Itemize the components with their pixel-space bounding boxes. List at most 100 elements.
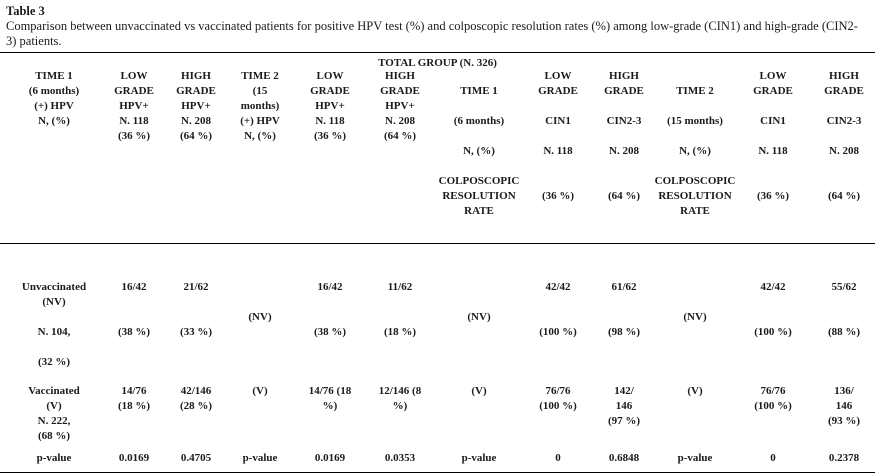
unvaccinated-cell-line: (NV) [248,311,272,323]
header-cell-line: COLPOSCOPIC [438,175,520,187]
total-group-spanning-header: TOTAL GROUP (N. 326) [378,57,497,69]
unvaccinated-cell-col-1: Unvaccinated (NV) N. 104, (32 %) [6,280,102,370]
unvaccinated-cell-col-11: 42/42 (100 %) [734,280,812,370]
header-cell-line: N. 118 [315,115,345,127]
vaccinated-cell-col-10: (V) [656,384,734,444]
unvaccinated-cell-line: Unvaccinated [21,281,87,293]
header-cell-col-10: TIME 2 (15 months) N, (%) COLPOSCOPIC RESOLU… [654,69,736,219]
p-value-cell-line: p-value [36,452,72,464]
p-value-cell-col-12: 0.2378 [812,451,875,466]
vaccinated-cell-line: (100 %) [539,400,577,412]
header-cell-line: COLPOSCOPIC [654,175,736,187]
header-cell-col-9: HIGH GRADE CIN2-3 N. 208 (64 %) [592,69,656,219]
unvaccinated-cell-line: 61/62 [611,281,637,293]
header-cell-line: GRADE [380,85,420,97]
p-value-cell-line: 0.2378 [828,452,860,464]
header-cell-col-5: LOW GRADE HPV+ N. 118 (36 %) [294,69,366,219]
table-number-label: Table 3 [6,4,45,18]
header-cell-line: TIME 2 [241,70,279,82]
unvaccinated-cell-col-7: (NV) [434,280,524,370]
unvaccinated-cell-line: 55/62 [831,281,857,293]
p-value-cell-line: p-value [242,452,278,464]
header-cell-line: LOW [544,70,572,82]
vaccinated-cell-col-3: 42/146 (28 %) [166,384,226,444]
header-cell-line: CIN2-3 [606,115,642,127]
vaccinated-cell-line: 136/ [834,385,854,397]
header-cell-line: (36 %) [313,130,347,142]
unvaccinated-cell-col-9: 61/62 (98 %) [592,280,656,370]
vaccinated-cell-col-8: 76/76 (100 %) [524,384,592,444]
vaccinated-cell-line: (68 %) [37,430,71,442]
vaccinated-cell-col-9: 142/146 (97 %) [592,384,656,444]
vaccinated-cell-line: 146 [835,400,853,412]
vaccinated-cell-line: (28 %) [179,400,213,412]
header-cell-col-8: LOW GRADE CIN1 N. 118 (36 %) [524,69,592,219]
vaccinated-cell-line: (V) [252,385,268,397]
vaccinated-cell-line: 14/76 (18 [308,385,352,397]
vaccinated-cell-line: N. 222, [37,415,71,427]
header-cell-line: (36 %) [541,190,575,202]
vaccinated-cell-line: 12/146 (8 [378,385,422,397]
header-cell-line: GRADE [604,85,644,97]
vaccinated-cell-line: %) [322,400,338,412]
p-value-cell-line: 0 [770,452,776,464]
header-cell-line: N. 118 [119,115,149,127]
p-value-cell-line: 0.0169 [314,452,346,464]
header-cell-line: N. 208 [181,115,211,127]
vaccinated-cell-col-6: 12/146 (8%) [366,384,434,444]
header-cell-line: RATE [680,205,710,217]
header-cell-col-12: HIGH GRADE CIN2-3 N. 208 (64 %) [812,69,875,219]
header-cell-line: (64 %) [179,130,213,142]
header-cell-line: GRADE [114,85,154,97]
unvaccinated-cell-col-2: 16/42 (38 %) [102,280,166,370]
table-caption-text: Comparison between unvaccinated vs vacci… [6,19,858,48]
header-cell-line: HIGH [385,70,415,82]
vaccinated-cell-col-4: (V) [226,384,294,444]
p-value-cell-line: p-value [677,452,713,464]
header-cell-line: CIN1 [545,115,571,127]
unvaccinated-cell-line: (98 %) [607,326,641,338]
header-cell-line: N, (%) [679,145,711,157]
header-cell-line: GRADE [176,85,216,97]
unvaccinated-cell-col-8: 42/42 (100 %) [524,280,592,370]
unvaccinated-cell-col-4: (NV) [226,280,294,370]
header-cell-line: (+) HPV [240,115,280,127]
header-cell-line: (64 %) [383,130,417,142]
header-cell-line: CIN2-3 [826,115,862,127]
row-unvaccinated: Unvaccinated (NV) N. 104, (32 %) 16/42 (38 %)… [6,280,875,370]
comparison-table: TOTAL GROUP (N. 326) TIME 1 (6 months) (+)… [0,53,875,473]
header-cell-col-1: TIME 1 (6 months) (+) HPV N, (%) [6,69,102,219]
p-value-cell-line: 0.0169 [118,452,150,464]
unvaccinated-cell-col-5: 16/42 (38 %) [294,280,366,370]
header-cell-line: months) [240,100,280,112]
header-cell-line: HIGH [829,70,859,82]
header-cell-line: GRADE [824,85,864,97]
p-value-cell-col-8: 0 [524,451,592,466]
unvaccinated-cell-line: (NV) [683,311,707,323]
header-cell-line: N. 118 [543,145,573,157]
vaccinated-cell-line: (V) [46,400,62,412]
vaccinated-cell-line: %) [392,400,408,412]
unvaccinated-cell-col-6: 11/62 (18 %) [366,280,434,370]
p-value-cell-line: 0 [555,452,561,464]
header-cell-col-3: HIGH GRADE HPV+ N. 208 (64 %) [166,69,226,219]
unvaccinated-cell-col-3: 21/62 (33 %) [166,280,226,370]
vaccinated-cell-col-1: Vaccinated (V) N. 222, (68 %) [6,384,102,444]
p-value-cell-line: 0.0353 [384,452,416,464]
table-header: TOTAL GROUP (N. 326) TIME 1 (6 months) (+)… [0,53,875,243]
vaccinated-cell-line: 42/146 [180,385,212,397]
header-cell-line: (6 months) [453,115,505,127]
unvaccinated-cell-line: 16/42 [317,281,343,293]
vaccinated-cell-line: (93 %) [827,415,861,427]
p-value-cell-line: 0.4705 [180,452,212,464]
header-cell-line: N. 208 [609,145,639,157]
p-value-cell-col-3: 0.4705 [166,451,226,466]
unvaccinated-cell-line: 42/42 [545,281,571,293]
unvaccinated-cell-line: 16/42 [121,281,147,293]
header-cell-col-6: HIGH GRADE HPV+ N. 208 (64 %) [366,69,434,219]
header-cell-line: (15 months) [667,115,723,127]
bottom-rule [0,472,875,473]
header-cell-line: HIGH [609,70,639,82]
header-cell-col-2: LOW GRADE HPV+ N. 118 (36 %) [102,69,166,219]
p-value-cell-col-2: 0.0169 [102,451,166,466]
